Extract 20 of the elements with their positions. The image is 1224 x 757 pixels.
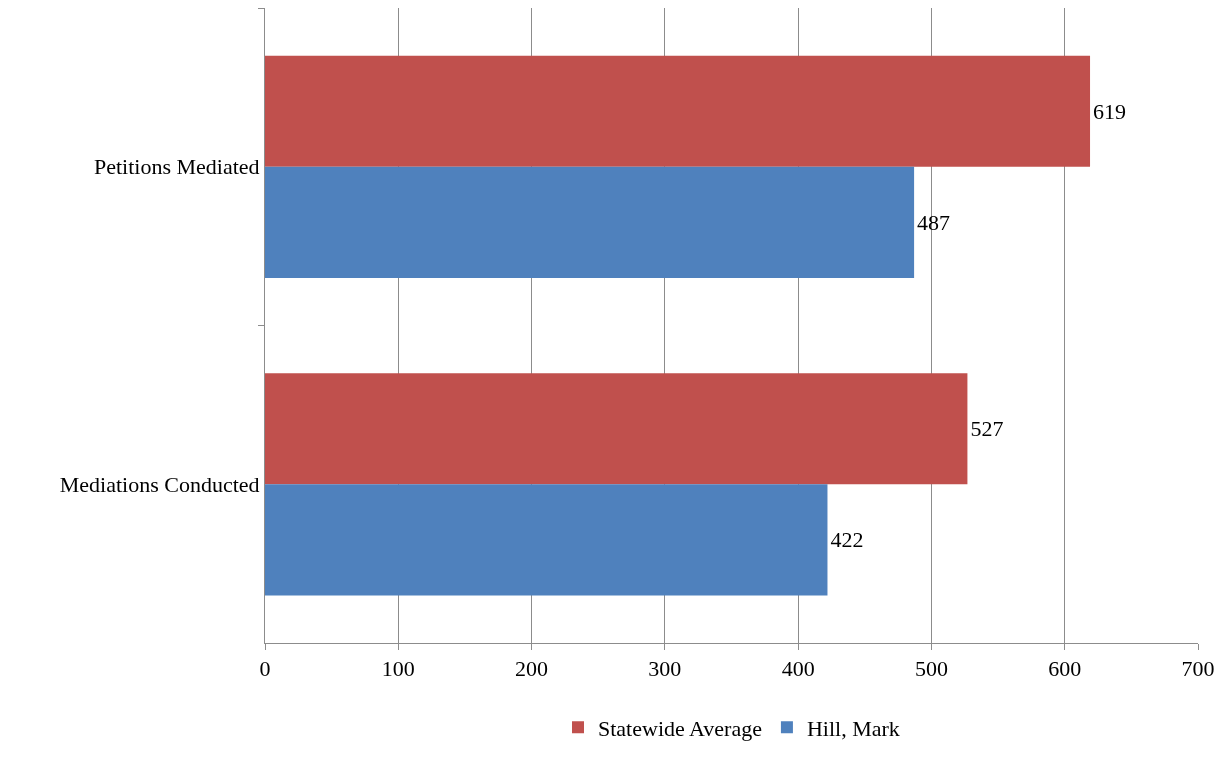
y-tick-label: Mediations Conducted — [59, 471, 260, 497]
bar — [265, 373, 968, 485]
data-label: 527 — [970, 416, 1004, 442]
legend-label: Statewide Average — [598, 715, 762, 741]
bar — [265, 484, 828, 596]
x-tick-label: 200 — [515, 656, 549, 682]
x-tick-label: 500 — [914, 656, 948, 682]
x-tick-label: 100 — [381, 656, 415, 682]
x-tick-label: 0 — [259, 656, 271, 682]
bar — [265, 55, 1091, 167]
y-tick-label: Petitions Mediated — [94, 154, 260, 180]
x-tick-label: 400 — [781, 656, 815, 682]
x-tick-label: 300 — [648, 656, 682, 682]
data-label: 422 — [830, 527, 864, 553]
legend-label: Hill, Mark — [806, 715, 900, 741]
data-label: 619 — [1093, 98, 1127, 124]
bar — [265, 166, 915, 278]
x-tick-label: 600 — [1048, 656, 1082, 682]
data-label: 487 — [917, 209, 951, 235]
x-tick-label: 700 — [1181, 656, 1215, 682]
